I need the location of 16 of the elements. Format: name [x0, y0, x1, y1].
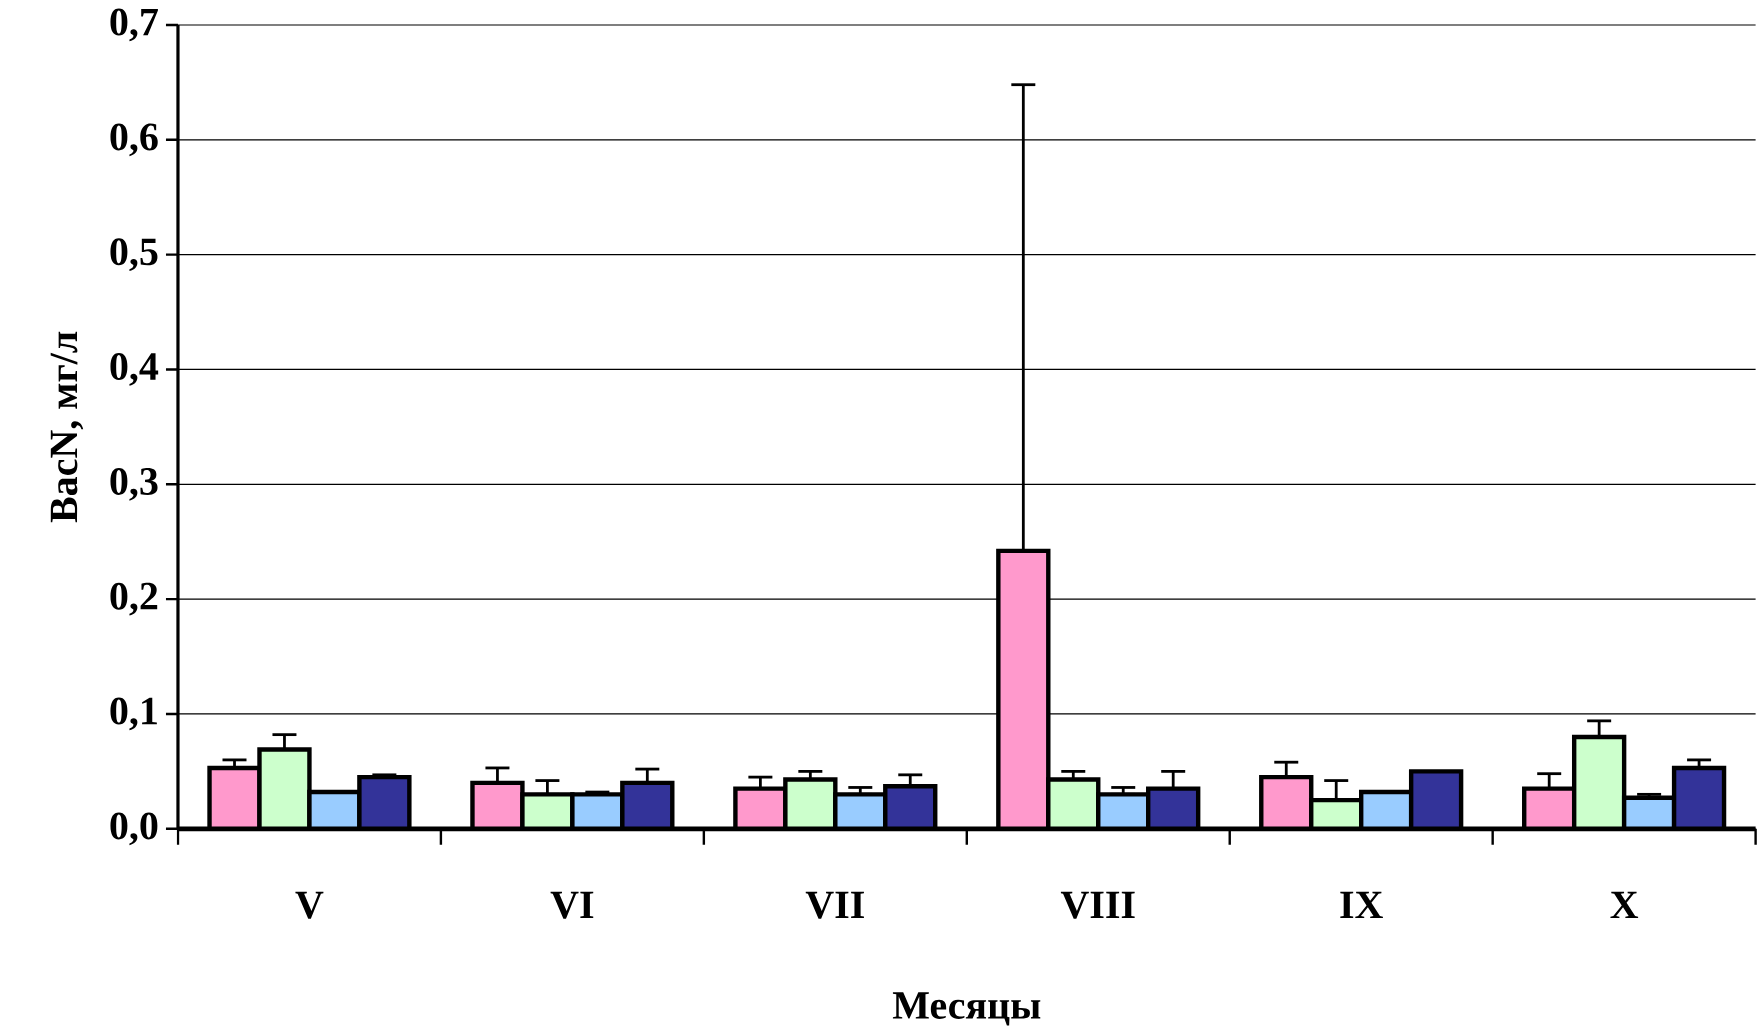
- x-tick-label: VIII: [1060, 891, 1135, 919]
- y-tick-label: 0,4: [110, 353, 159, 386]
- x-axis-title: Месяцы: [892, 992, 1041, 1026]
- x-tick-label: VII: [805, 891, 864, 919]
- y-tick-label: 0,0: [110, 812, 158, 846]
- y-tick-label: 0,2: [110, 582, 158, 616]
- x-tick-label: IX: [1340, 891, 1383, 918]
- x-tick-label: V: [295, 891, 324, 919]
- x-tick-label: VI: [550, 891, 594, 919]
- y-tick-label: 0,7: [110, 8, 158, 42]
- y-tick-label: 0,3: [110, 467, 158, 501]
- y-axis-title: BacN, мг/л: [50, 331, 84, 523]
- y-tick-label: 0,6: [110, 123, 158, 157]
- y-tick-label: 0,1: [110, 697, 157, 731]
- y-tick-label: 0,5: [110, 238, 158, 271]
- x-tick-label: X: [1610, 891, 1639, 918]
